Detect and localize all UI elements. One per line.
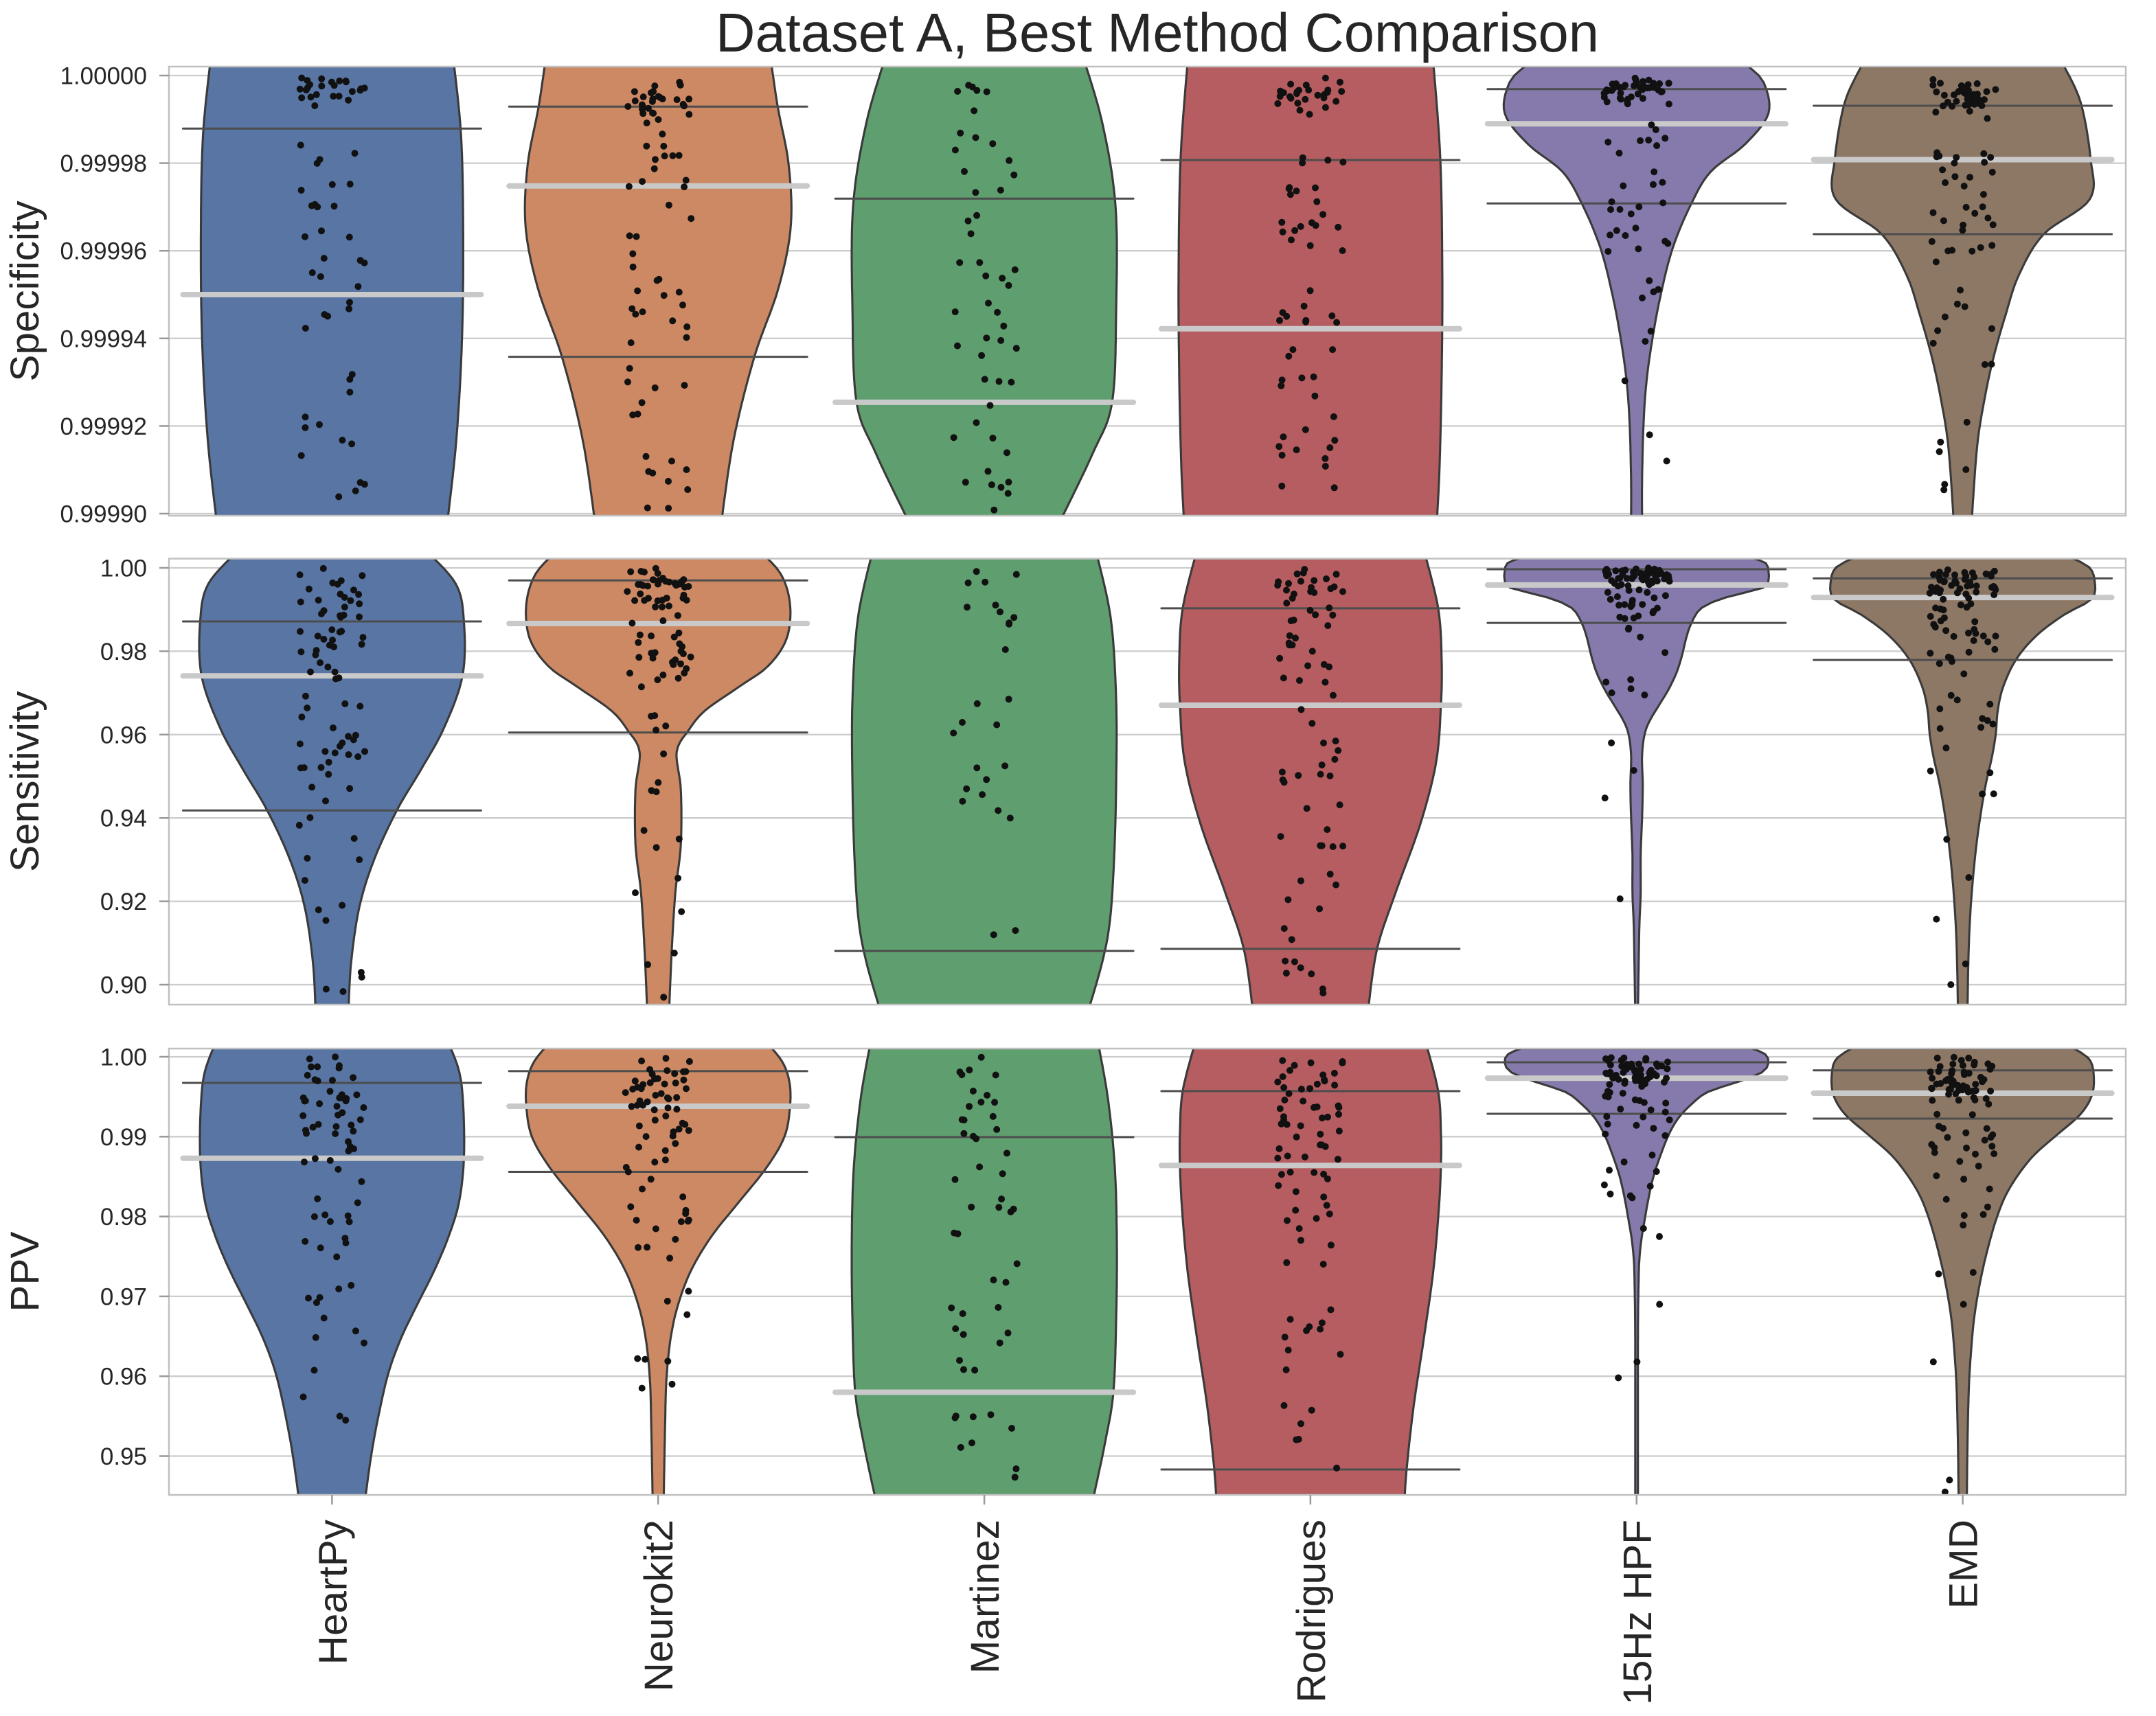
svg-text:0.97: 0.97: [100, 1283, 147, 1310]
svg-text:0.94: 0.94: [100, 805, 147, 832]
svg-text:Rodrigues: Rodrigues: [1289, 1520, 1334, 1703]
svg-text:0.99996: 0.99996: [60, 238, 147, 265]
svg-text:Sensitivity: Sensitivity: [3, 691, 47, 872]
svg-text:1.00000: 1.00000: [60, 63, 147, 90]
svg-text:0.98: 0.98: [100, 639, 147, 665]
svg-text:HeartPy: HeartPy: [310, 1519, 355, 1664]
svg-text:1.00: 1.00: [100, 1044, 147, 1071]
svg-text:Neurokit2: Neurokit2: [637, 1520, 681, 1691]
svg-text:15Hz HPF: 15Hz HPF: [1615, 1520, 1660, 1705]
svg-text:Martinez: Martinez: [963, 1520, 1008, 1673]
svg-text:0.99994: 0.99994: [60, 325, 147, 352]
svg-text:0.96: 0.96: [100, 1364, 147, 1391]
svg-text:EMD: EMD: [1942, 1520, 1986, 1609]
svg-text:0.98: 0.98: [100, 1204, 147, 1231]
svg-text:0.92: 0.92: [100, 889, 147, 915]
svg-text:0.99998: 0.99998: [60, 150, 147, 177]
svg-text:0.99990: 0.99990: [60, 501, 147, 528]
svg-text:Specificity: Specificity: [3, 201, 47, 382]
svg-text:PPV: PPV: [3, 1231, 47, 1312]
svg-text:0.99: 0.99: [100, 1124, 147, 1151]
svg-text:Dataset A, Best Method Compari: Dataset A, Best Method Comparison: [716, 2, 1599, 63]
svg-text:0.99992: 0.99992: [60, 413, 147, 440]
svg-text:0.95: 0.95: [100, 1443, 147, 1470]
svg-text:1.00: 1.00: [100, 556, 147, 582]
svg-text:0.96: 0.96: [100, 722, 147, 748]
svg-text:0.90: 0.90: [100, 972, 147, 999]
